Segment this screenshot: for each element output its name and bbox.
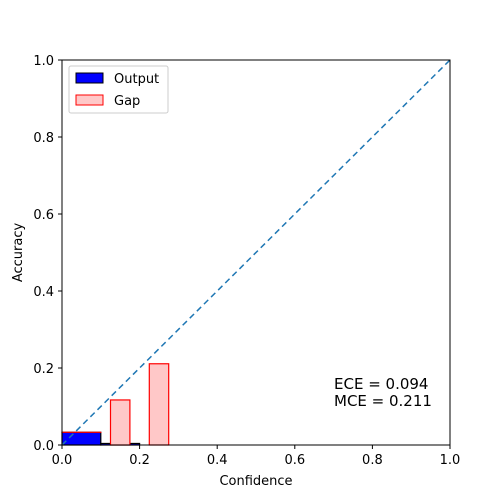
legend-swatch-output	[75, 72, 104, 84]
legend-swatch-gap	[75, 94, 104, 106]
y-tick-label-0: 0.0	[33, 439, 54, 454]
y-tick-label-1: 0.2	[33, 362, 54, 377]
bar-gap-2	[148, 363, 170, 446]
x-tick-label-0: 0.0	[52, 453, 73, 468]
x-tick-label-4: 0.8	[362, 453, 383, 468]
x-axis-label: Confidence	[219, 474, 292, 489]
x-tick-label-3: 0.6	[284, 453, 305, 468]
ece-annotation: ECE = 0.094	[334, 375, 428, 393]
bar-gap-1	[109, 399, 131, 446]
y-tick-label-2: 0.4	[33, 285, 54, 300]
x-axis-ticks: 0.0 0.2 0.4 0.6 0.8 1.0	[52, 445, 461, 468]
bar-output-0	[61, 431, 102, 446]
plot-frame	[61, 59, 451, 446]
x-tick-label-2: 0.4	[207, 453, 228, 468]
bars-layer	[61, 363, 170, 446]
mce-annotation: MCE = 0.211	[334, 392, 432, 410]
x-tick-label-1: 0.2	[129, 453, 150, 468]
perfect-calibration-line	[61, 59, 451, 446]
x-tick-label-5: 1.0	[440, 453, 461, 468]
legend: Output Gap	[68, 65, 169, 114]
y-axis-ticks: 0.0 0.2 0.4 0.6 0.8 1.0	[33, 54, 62, 454]
y-tick-label-3: 0.6	[33, 208, 54, 223]
legend-label-output: Output	[114, 72, 159, 87]
legend-label-gap: Gap	[114, 94, 140, 109]
y-tick-label-5: 1.0	[33, 54, 54, 69]
y-tick-label-4: 0.8	[33, 131, 54, 146]
y-axis-label: Accuracy	[11, 223, 26, 283]
